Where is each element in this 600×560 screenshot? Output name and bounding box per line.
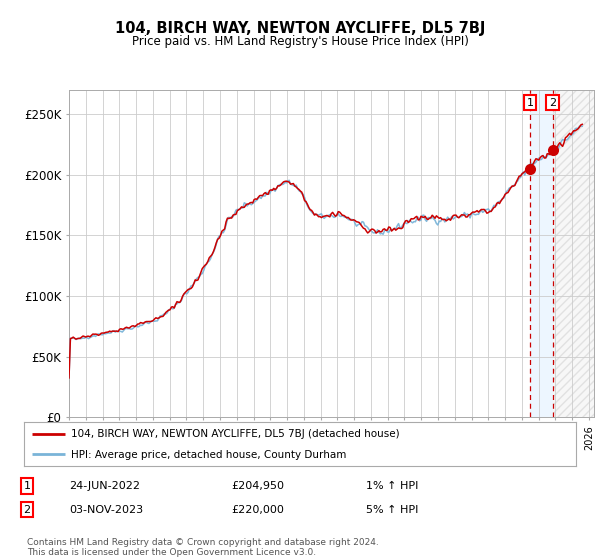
- Text: HPI: Average price, detached house, County Durham: HPI: Average price, detached house, Coun…: [71, 450, 346, 460]
- Text: 24-JUN-2022: 24-JUN-2022: [69, 481, 140, 491]
- Text: 1% ↑ HPI: 1% ↑ HPI: [366, 481, 418, 491]
- Text: 2: 2: [549, 97, 556, 108]
- Text: 104, BIRCH WAY, NEWTON AYCLIFFE, DL5 7BJ (detached house): 104, BIRCH WAY, NEWTON AYCLIFFE, DL5 7BJ…: [71, 430, 400, 440]
- Bar: [553, 90, 594, 417]
- Text: £220,000: £220,000: [231, 505, 284, 515]
- Text: 1: 1: [23, 481, 31, 491]
- Text: 104, BIRCH WAY, NEWTON AYCLIFFE, DL5 7BJ: 104, BIRCH WAY, NEWTON AYCLIFFE, DL5 7BJ: [115, 21, 485, 36]
- Text: 03-NOV-2023: 03-NOV-2023: [69, 505, 143, 515]
- Text: £204,950: £204,950: [231, 481, 284, 491]
- Text: Price paid vs. HM Land Registry's House Price Index (HPI): Price paid vs. HM Land Registry's House …: [131, 35, 469, 48]
- Bar: [530, 90, 553, 417]
- Text: Contains HM Land Registry data © Crown copyright and database right 2024.
This d: Contains HM Land Registry data © Crown c…: [27, 538, 379, 557]
- Text: 1: 1: [526, 97, 533, 108]
- Text: 2: 2: [23, 505, 31, 515]
- Text: 5% ↑ HPI: 5% ↑ HPI: [366, 505, 418, 515]
